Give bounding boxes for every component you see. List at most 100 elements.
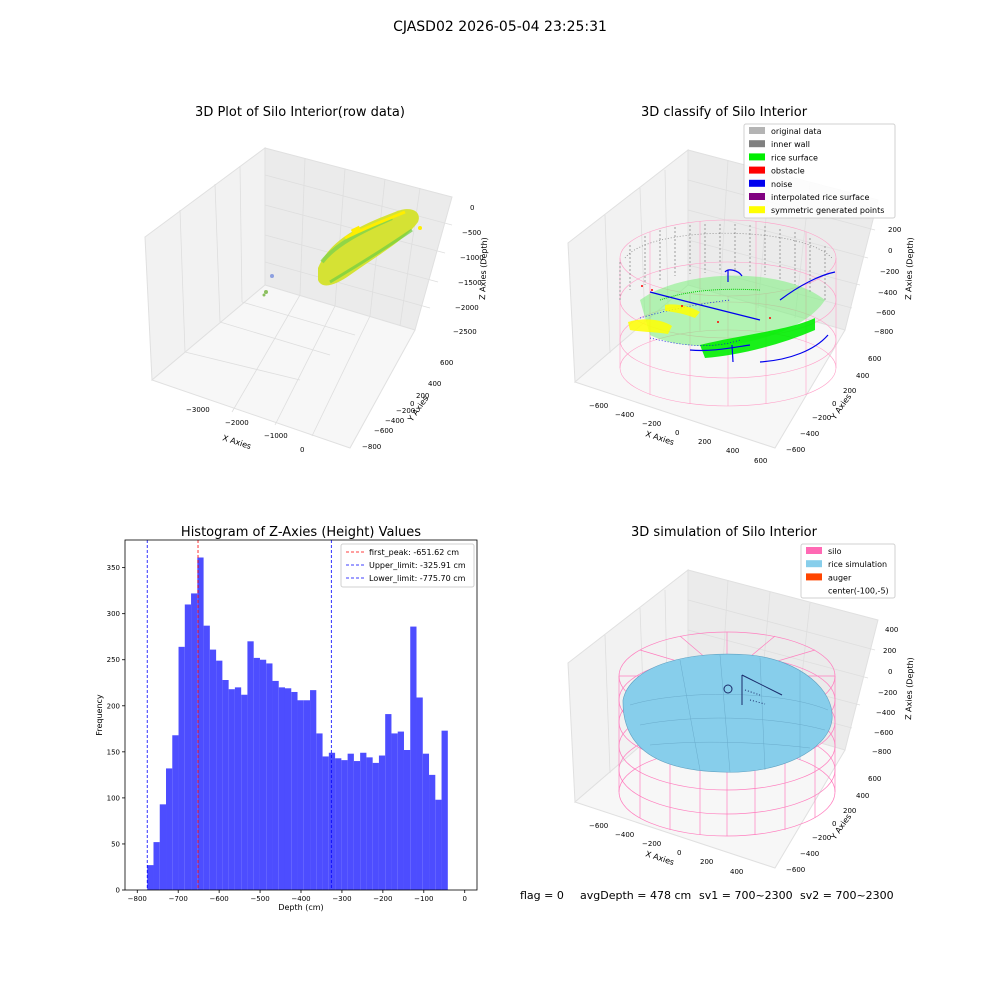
legend-swatch <box>749 140 765 148</box>
raw-y-tick: 0 <box>410 400 414 408</box>
histogram-bar <box>435 799 442 890</box>
histogram-bar <box>209 649 217 890</box>
classify-x-tick: −600 <box>589 402 608 410</box>
sim-y-tick: 600 <box>868 775 881 783</box>
legend-swatch <box>749 127 765 134</box>
histogram-bar <box>297 700 304 890</box>
legend-label: interpolated rice surface <box>771 193 869 202</box>
legend-label: rice simulation <box>828 560 887 569</box>
classify-noise <box>639 269 836 363</box>
histogram-bar <box>366 757 373 890</box>
legend-label: noise <box>771 180 792 189</box>
sim-x-tick: −600 <box>589 822 608 830</box>
legend-swatch <box>806 547 822 554</box>
classify-z-tick: −600 <box>876 309 895 317</box>
sim-x-tick: 200 <box>700 858 713 866</box>
histogram-bar <box>147 865 154 890</box>
sim-y-tick: −400 <box>800 850 819 858</box>
classify-x-tick: −400 <box>615 411 634 419</box>
chart-title: Histogram of Z-Axies (Height) Values <box>181 525 421 540</box>
stat-flag: flag = 0 <box>520 889 564 902</box>
histogram-bar <box>272 680 279 890</box>
y-tick-label: 150 <box>107 748 120 756</box>
panel-histogram: Histogram of Z-Axies (Height) Values −80… <box>95 525 478 912</box>
classify-y-ticks: 600 400 200 0 −200 −400 −600 <box>786 355 881 454</box>
x-axis-label: Depth (cm) <box>278 903 323 912</box>
histogram-bar <box>341 760 348 890</box>
raw-y-ticks: 600 400 200 0 −200 −400 −600 −800 <box>362 359 453 451</box>
raw-y-tick: −800 <box>362 443 381 451</box>
raw-z-tick: 0 <box>470 204 474 212</box>
histogram-bar <box>385 714 392 890</box>
raw-z-tick: −2000 <box>455 304 479 312</box>
sim-y-ticks: 600 400 200 0 −200 −400 −600 <box>786 775 881 874</box>
raw-z-label: Z Axies (Depth) <box>478 237 489 300</box>
classify-z-tick: −200 <box>880 268 899 276</box>
histogram-bar <box>184 604 192 890</box>
classify-z-tick: −400 <box>878 289 897 297</box>
histogram-bar <box>159 804 167 890</box>
x-tick-label: −300 <box>332 895 351 903</box>
x-tick-label: −600 <box>210 895 229 903</box>
classify-y-tick: 600 <box>868 355 881 363</box>
panel-sim-title: 3D simulation of Silo Interior <box>631 525 818 540</box>
histogram-bar <box>153 842 160 890</box>
sim-y-tick: −200 <box>812 834 831 842</box>
raw-y-tick: 200 <box>416 392 429 400</box>
stat-avg-depth: avgDepth = 478 cm <box>580 889 692 902</box>
y-tick-label: 350 <box>107 564 120 572</box>
y-tick-label: 300 <box>107 610 120 618</box>
legend-swatch <box>749 179 765 187</box>
raw-y-tick: −200 <box>396 407 415 415</box>
histogram-bar <box>172 735 179 890</box>
histogram-bar <box>403 750 411 890</box>
x-tick-label: 0 <box>462 895 466 903</box>
x-tick-label: −800 <box>128 895 147 903</box>
raw-z-tick: −1500 <box>458 279 482 287</box>
histogram-bar <box>335 758 342 890</box>
histogram-legend: first_peak: -651.62 cm Upper_limit: -325.… <box>340 543 475 588</box>
legend-label: rice surface <box>771 153 818 162</box>
sim-legend: silo rice simulation auger center(-100,-5) <box>800 543 896 599</box>
sim-y-tick: 200 <box>843 807 856 815</box>
histogram-bar <box>303 700 311 890</box>
histogram-bar <box>328 752 336 890</box>
histogram-bar <box>222 680 229 890</box>
sim-auger <box>723 674 783 705</box>
sim-z-ticks: 400 200 0 −200 −400 −600 −800 <box>872 626 898 756</box>
histogram-bar <box>197 557 204 890</box>
histogram-bar <box>316 733 323 890</box>
legend-label: silo <box>828 547 842 556</box>
sim-x-ticks: −600 −400 −200 0 200 400 <box>589 822 743 876</box>
histogram-bar <box>391 733 398 890</box>
classify-z-label: Z Axies (Depth) <box>904 237 915 300</box>
sim-z-tick: 200 <box>883 647 896 655</box>
classify-inner-wall <box>619 224 833 300</box>
histogram-bar <box>234 687 242 890</box>
histogram-bar <box>191 593 198 890</box>
histogram-bar <box>429 774 436 890</box>
classify-symmetric-points <box>628 304 700 334</box>
sim-z-tick: 0 <box>888 668 892 676</box>
legend-label: Lower_limit: -775.70 cm <box>369 574 466 583</box>
histogram-bar <box>353 761 361 890</box>
legend-swatch <box>749 206 765 214</box>
legend-label: Upper_limit: -325.91 cm <box>369 561 466 570</box>
raw-pane-floor <box>151 284 416 449</box>
histogram-bar <box>166 768 173 890</box>
histogram-bar <box>441 730 448 890</box>
histogram-bar <box>228 689 235 890</box>
classify-z-ticks: 200 0 −200 −400 −600 −800 <box>874 226 901 336</box>
raw-z-tick: −2500 <box>453 328 477 336</box>
x-tick-label: −200 <box>373 895 392 903</box>
histogram-bar <box>178 646 185 890</box>
raw-y-tick: 600 <box>440 359 453 367</box>
sim-z-label: Z Axies (Depth) <box>904 657 915 720</box>
histogram-bar <box>347 753 354 890</box>
classify-legend: original data inner wall rice surface obsta… <box>743 123 896 219</box>
y-tick-label: 100 <box>107 794 120 802</box>
raw-z-tick: −500 <box>462 229 481 237</box>
sim-z-tick: −800 <box>872 748 891 756</box>
histogram-bar <box>422 753 430 890</box>
